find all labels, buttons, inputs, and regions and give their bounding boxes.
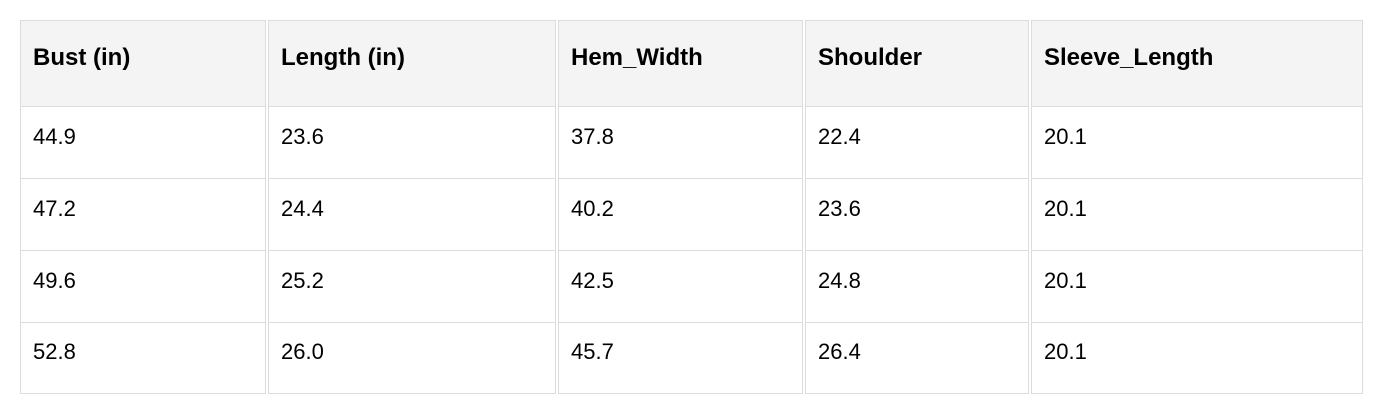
cell-length: 25.2 xyxy=(268,250,556,322)
cell-sleeve-length: 20.1 xyxy=(1031,250,1363,322)
cell-hem-width: 42.5 xyxy=(558,250,803,322)
cell-sleeve-length: 20.1 xyxy=(1031,106,1363,178)
header-length: Length (in) xyxy=(268,20,556,106)
cell-sleeve-length: 20.1 xyxy=(1031,178,1363,250)
size-chart-table: Bust (in) Length (in) Hem_Width Shoulder… xyxy=(18,20,1365,394)
cell-bust: 49.6 xyxy=(20,250,266,322)
header-bust: Bust (in) xyxy=(20,20,266,106)
cell-sleeve-length: 20.1 xyxy=(1031,322,1363,394)
header-shoulder: Shoulder xyxy=(805,20,1029,106)
cell-shoulder: 24.8 xyxy=(805,250,1029,322)
cell-bust: 47.2 xyxy=(20,178,266,250)
cell-bust: 44.9 xyxy=(20,106,266,178)
cell-shoulder: 26.4 xyxy=(805,322,1029,394)
header-sleeve-length: Sleeve_Length xyxy=(1031,20,1363,106)
cell-shoulder: 22.4 xyxy=(805,106,1029,178)
cell-hem-width: 37.8 xyxy=(558,106,803,178)
table-row: 52.8 26.0 45.7 26.4 20.1 xyxy=(20,322,1363,394)
cell-length: 26.0 xyxy=(268,322,556,394)
cell-length: 24.4 xyxy=(268,178,556,250)
header-row: Bust (in) Length (in) Hem_Width Shoulder… xyxy=(20,20,1363,106)
table-row: 49.6 25.2 42.5 24.8 20.1 xyxy=(20,250,1363,322)
cell-shoulder: 23.6 xyxy=(805,178,1029,250)
cell-length: 23.6 xyxy=(268,106,556,178)
cell-hem-width: 40.2 xyxy=(558,178,803,250)
header-hem-width: Hem_Width xyxy=(558,20,803,106)
cell-hem-width: 45.7 xyxy=(558,322,803,394)
table-row: 47.2 24.4 40.2 23.6 20.1 xyxy=(20,178,1363,250)
cell-bust: 52.8 xyxy=(20,322,266,394)
table-row: 44.9 23.6 37.8 22.4 20.1 xyxy=(20,106,1363,178)
